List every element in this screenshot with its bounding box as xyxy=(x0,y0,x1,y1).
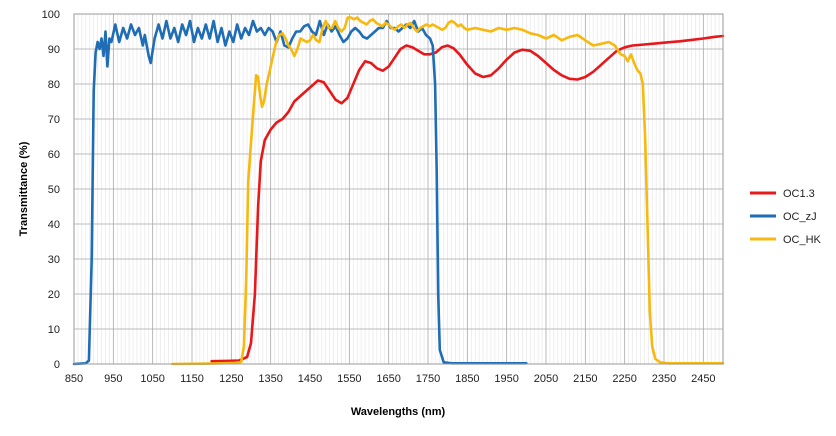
y-tick-label: 90 xyxy=(48,44,60,56)
series-line-OC1.3 xyxy=(210,34,725,363)
x-tick-label: 1050 xyxy=(140,373,164,385)
series-line-OC_zJ xyxy=(72,19,528,366)
x-tick-label: 2450 xyxy=(691,373,715,385)
y-tick-label: 70 xyxy=(48,114,60,126)
series-line-OC_HK xyxy=(171,16,725,366)
x-tick-label: 1450 xyxy=(298,373,322,385)
x-tick-label: 1350 xyxy=(258,373,282,385)
legend: OC1.3 OC_zJ OC_HK xyxy=(750,188,822,246)
x-tick-label: 2050 xyxy=(534,373,558,385)
y-tick-label: 0 xyxy=(54,359,60,371)
y-tick-label: 100 xyxy=(42,9,60,21)
x-tick-label: 1650 xyxy=(376,373,400,385)
y-tick-label: 50 xyxy=(48,184,60,196)
y-tick-labels: 0 10 20 30 40 50 60 70 80 90 100 xyxy=(42,9,60,371)
x-tick-label: 950 xyxy=(104,373,122,385)
x-tick-label: 1950 xyxy=(494,373,518,385)
y-tick-label: 30 xyxy=(48,254,60,266)
y-tick-label: 20 xyxy=(48,289,60,301)
y-tick-label: 40 xyxy=(48,219,60,231)
x-tick-label: 2250 xyxy=(612,373,636,385)
series-layer xyxy=(72,16,725,366)
y-tick-label: 10 xyxy=(48,324,60,336)
plot-frame xyxy=(73,13,724,365)
y-axis-title: Transmittance (%) xyxy=(18,141,30,236)
x-axis-title: Wavelengths (nm) xyxy=(351,406,446,418)
legend-label: OC1.3 xyxy=(783,188,815,200)
x-tick-label: 1550 xyxy=(337,373,361,385)
x-tick-label: 850 xyxy=(65,373,83,385)
legend-label: OC_zJ xyxy=(783,211,817,223)
x-tick-label: 1750 xyxy=(416,373,440,385)
x-tick-label: 2350 xyxy=(652,373,676,385)
x-tick-label: 2150 xyxy=(573,373,597,385)
x-tick-label: 1150 xyxy=(180,373,204,385)
y-tick-label: 80 xyxy=(48,79,60,91)
y-tick-label: 60 xyxy=(48,149,60,161)
x-tick-label: 1250 xyxy=(219,373,243,385)
legend-label: OC_HK xyxy=(783,234,822,246)
x-tick-labels: 850 950 1050 1150 1250 1350 1450 1550 1650 1750 18… xyxy=(65,373,716,385)
x-tick-label: 1850 xyxy=(455,373,479,385)
